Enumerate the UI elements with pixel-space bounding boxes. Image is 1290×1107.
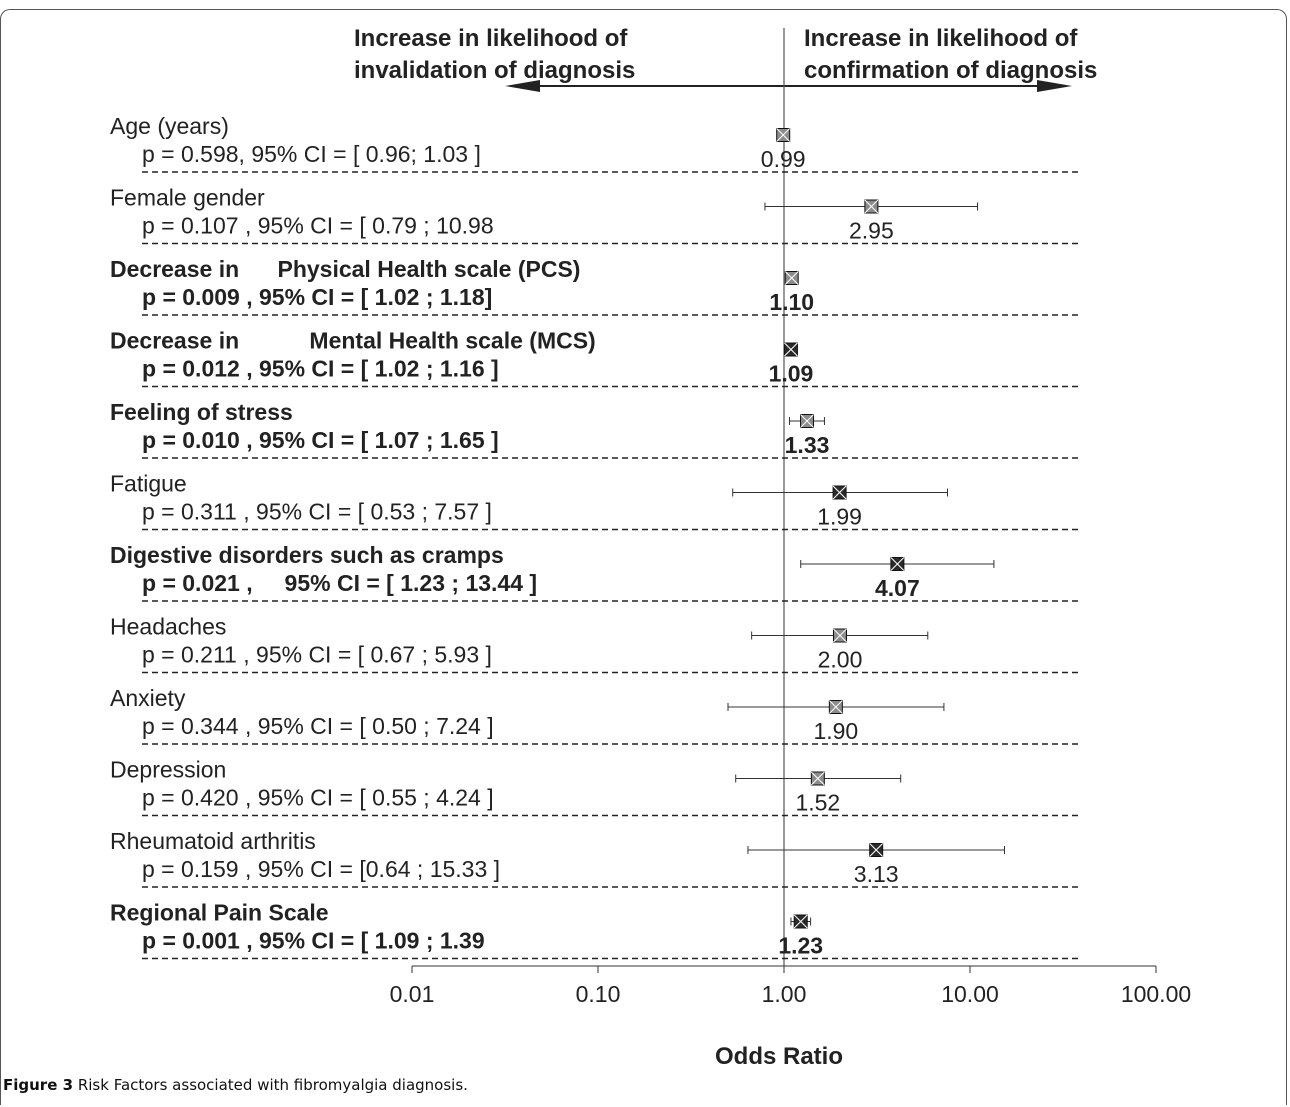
or-label: 1.90 — [813, 718, 858, 744]
or-label: 1.23 — [778, 933, 823, 959]
or-marker-cross — [869, 843, 884, 857]
row-name: Anxiety — [110, 685, 186, 711]
row-stats: p = 0.107 , 95% CI = [ 0.79 ; 10.98 — [142, 213, 494, 239]
row-stats: p = 0.001 , 95% CI = [ 1.09 ; 1.39 — [142, 928, 485, 954]
or-label: 0.99 — [761, 146, 806, 172]
or-label: 1.99 — [817, 504, 862, 530]
caption-label: Figure 3 — [3, 1076, 74, 1094]
direction-arrows — [505, 80, 1072, 92]
row-name: Feeling of stress — [110, 399, 293, 425]
row-stats: p = 0.021 , 95% CI = [ 1.23 ; 13.44 ] — [142, 570, 537, 596]
row-stats: p = 0.420 , 95% CI = [ 0.55 ; 4.24 ] — [142, 785, 494, 811]
tick-label: 100.00 — [1121, 981, 1191, 1007]
arrow-right-head — [1037, 80, 1072, 92]
tick-label: 0.10 — [576, 981, 621, 1007]
or-marker-cross — [828, 700, 843, 714]
or-label: 3.13 — [854, 861, 899, 887]
rows-group: Age (years)p = 0.598, 95% CI = [ 0.96; 1… — [110, 113, 1078, 960]
or-label: 1.52 — [795, 790, 840, 816]
or-marker-cross — [800, 414, 814, 428]
row-name: Decrease in Physical Health scale (PCS) — [110, 256, 580, 282]
row-name: Decrease in Mental Health scale (MCS) — [110, 328, 596, 354]
or-marker-cross — [784, 271, 799, 285]
tick-label: 1.00 — [762, 981, 807, 1007]
or-marker-cross — [890, 557, 905, 571]
row-name: Age (years) — [110, 113, 229, 139]
row-name: Regional Pain Scale — [110, 900, 329, 926]
row-stats: p = 0.009 , 95% CI = [ 1.02 ; 1.18] — [142, 284, 492, 310]
direction-right-line2: confirmation of diagnosis — [804, 57, 1097, 84]
row-stats: p = 0.311 , 95% CI = [ 0.53 ; 7.57 ] — [142, 499, 492, 525]
tick-label: 10.00 — [941, 981, 999, 1007]
or-marker-cross — [832, 485, 847, 500]
or-marker-cross — [810, 771, 825, 786]
row-name: Depression — [110, 757, 226, 783]
or-label: 4.07 — [875, 575, 920, 601]
figure-caption: Figure 3 Risk Factors associated with fi… — [3, 1076, 468, 1094]
row-stats: p = 0.211 , 95% CI = [ 0.67 ; 5.93 ] — [142, 642, 492, 668]
forest-row: Decrease in Mental Health scale (MCS)p =… — [110, 328, 1078, 388]
row-stats: p = 0.010 , 95% CI = [ 1.07 ; 1.65 ] — [142, 427, 499, 453]
arrow-left-head — [505, 80, 540, 92]
x-axis: 0.01 0.10 1.00 10.00 100.00 — [390, 965, 1191, 1007]
or-marker-cross — [864, 199, 879, 214]
row-name: Headaches — [110, 614, 226, 640]
forest-row: Age (years)p = 0.598, 95% CI = [ 0.96; 1… — [110, 113, 1078, 173]
caption-period: . — [463, 1076, 468, 1094]
direction-right-line1: Increase in likelihood of — [804, 25, 1078, 52]
row-name: Digestive disorders such as cramps — [110, 542, 504, 568]
direction-left-line2: invalidation of diagnosis — [354, 57, 635, 84]
or-label: 1.09 — [769, 361, 814, 387]
or-label: 1.33 — [785, 432, 830, 458]
or-label: 2.00 — [818, 647, 863, 673]
or-label: 1.10 — [769, 289, 814, 315]
row-stats: p = 0.598, 95% CI = [ 0.96; 1.03 ] — [142, 141, 481, 167]
row-name: Fatigue — [110, 471, 187, 497]
figure-frame — [0, 9, 1287, 1105]
direction-left-line1: Increase in likelihood of — [354, 25, 628, 52]
caption-text: Risk Factors associated with fibromyalgi… — [77, 1076, 464, 1094]
tick-label: 0.01 — [390, 981, 435, 1007]
row-name: Rheumatoid arthritis — [110, 828, 316, 854]
row-name: Female gender — [110, 185, 265, 211]
or-marker-cross — [776, 128, 791, 142]
or-marker-cross — [793, 914, 808, 929]
row-stats: p = 0.344 , 95% CI = [ 0.50 ; 7.24 ] — [142, 713, 494, 739]
or-label: 2.95 — [849, 218, 894, 244]
or-marker-cross — [833, 628, 847, 643]
forest-row: Decrease in Physical Health scale (PCS)p… — [110, 256, 1078, 316]
row-stats: p = 0.159 , 95% CI = [0.64 ; 15.33 ] — [142, 856, 500, 882]
or-marker-cross — [784, 342, 798, 357]
row-stats: p = 0.012 , 95% CI = [ 1.02 ; 1.16 ] — [142, 356, 499, 382]
x-axis-label: Odds Ratio — [715, 1043, 843, 1070]
